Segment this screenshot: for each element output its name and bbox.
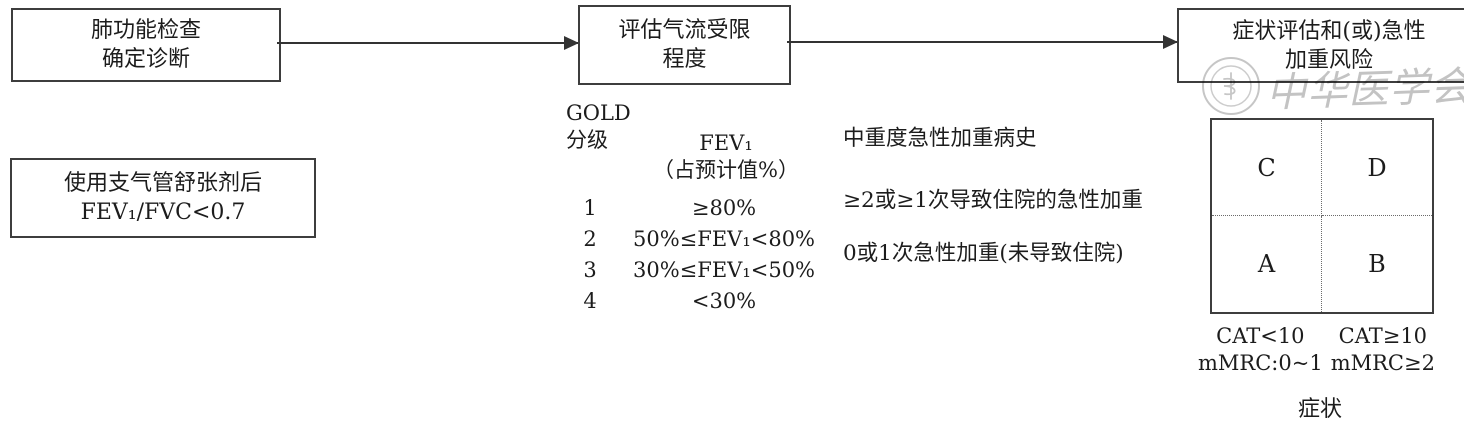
arrowhead-icon [564, 36, 579, 50]
quadrant-cell-a: A [1212, 216, 1322, 312]
symptom-axis-labels: CAT<10 mMRC:0~1 CAT≥10 mMRC≥2 [1198, 323, 1443, 377]
gold-grading-table: GOLD 分级 FEV₁ （占预计值%） 1 ≥80% 2 50%≤FEV₁<8… [562, 100, 830, 316]
gold-grade-value: 2 [583, 226, 597, 251]
symptom-axis-title: 症状 [1297, 397, 1342, 422]
gold-fev1-range: 30%≤FEV₁<50% [632, 257, 816, 282]
bronchodilator-line1: 使用支气管舒张剂后 [63, 171, 262, 196]
gold-fev1-range: ≥80% [691, 195, 757, 220]
exacerbation-high-risk-criterion: ≥2或≥1次导致住院的急性加重 [843, 188, 1143, 213]
abcd-risk-quadrant: C D A B [1210, 118, 1434, 314]
mmrc-low-label: mMRC:0~1 [1198, 351, 1323, 375]
gold-table-row: 4 <30% [562, 285, 830, 316]
symptom-risk-box: 症状评估和(或)急性 加重风险 [1177, 8, 1464, 83]
exacerbation-history-title: 中重度急性加重病史 [843, 126, 1037, 151]
mmrc-high-label: mMRC≥2 [1330, 351, 1435, 375]
quadrant-cell-b: B [1368, 250, 1386, 278]
gold-grade-header: GOLD 分级 [562, 100, 631, 184]
symptom-risk-line2: 加重风险 [1284, 47, 1373, 73]
gold-grade-value: 4 [583, 288, 597, 313]
gold-fev1-range: 50%≤FEV₁<80% [632, 226, 816, 251]
arrowhead-icon [1163, 35, 1178, 49]
symptom-risk-line1: 症状评估和(或)急性 [1232, 18, 1426, 44]
gold-grade-header-line1: GOLD [566, 101, 631, 125]
quadrant-cell-c: C [1212, 120, 1322, 216]
symptom-axis-right: CAT≥10 mMRC≥2 [1323, 323, 1443, 377]
exacerbation-low-risk-criterion: 0或1次急性加重(未导致住院) [843, 241, 1124, 266]
airflow-line2: 程度 [662, 47, 707, 72]
diagnosis-line2: 确定诊断 [101, 47, 190, 72]
gold-table-row: 2 50%≤FEV₁<80% [562, 223, 830, 254]
cat-low-label: CAT<10 [1216, 324, 1305, 348]
airflow-limitation-box: 评估气流受限 程度 [578, 5, 791, 85]
arrow-airflow-to-symptom [787, 35, 1178, 49]
diagnosis-line1: 肺功能检查 [90, 18, 201, 43]
gold-fev1-range: <30% [691, 288, 757, 313]
gold-table-header: GOLD 分级 FEV₁ （占预计值%） [562, 100, 830, 184]
gold-fev1-header: FEV₁ （占预计值%） [622, 130, 830, 184]
quadrant-cell-d: D [1322, 120, 1432, 216]
gold-fev1-header-line1: FEV₁ [699, 131, 753, 155]
gold-grade-value: 3 [583, 257, 597, 282]
bronchodilator-line2: FEV₁/FVC<0.7 [80, 200, 246, 225]
airflow-line1: 评估气流受限 [618, 18, 751, 43]
diagnosis-box: 肺功能检查 确定诊断 [11, 8, 281, 82]
gold-grade-value: 1 [583, 195, 597, 220]
gold-grade-header-line2: 分级 [566, 128, 608, 152]
gold-table-rows: 1 ≥80% 2 50%≤FEV₁<80% 3 30%≤FEV₁<50% 4 <… [562, 192, 830, 316]
gold-table-row: 3 30%≤FEV₁<50% [562, 254, 830, 285]
gold-table-row: 1 ≥80% [562, 192, 830, 223]
bronchodilator-criterion-box: 使用支气管舒张剂后 FEV₁/FVC<0.7 [10, 158, 316, 238]
cat-high-label: CAT≥10 [1338, 324, 1428, 348]
symptom-axis-left: CAT<10 mMRC:0~1 [1198, 323, 1323, 377]
arrow-diagnosis-to-airflow [277, 36, 579, 50]
gold-fev1-header-line2: （占预计值%） [653, 158, 799, 182]
